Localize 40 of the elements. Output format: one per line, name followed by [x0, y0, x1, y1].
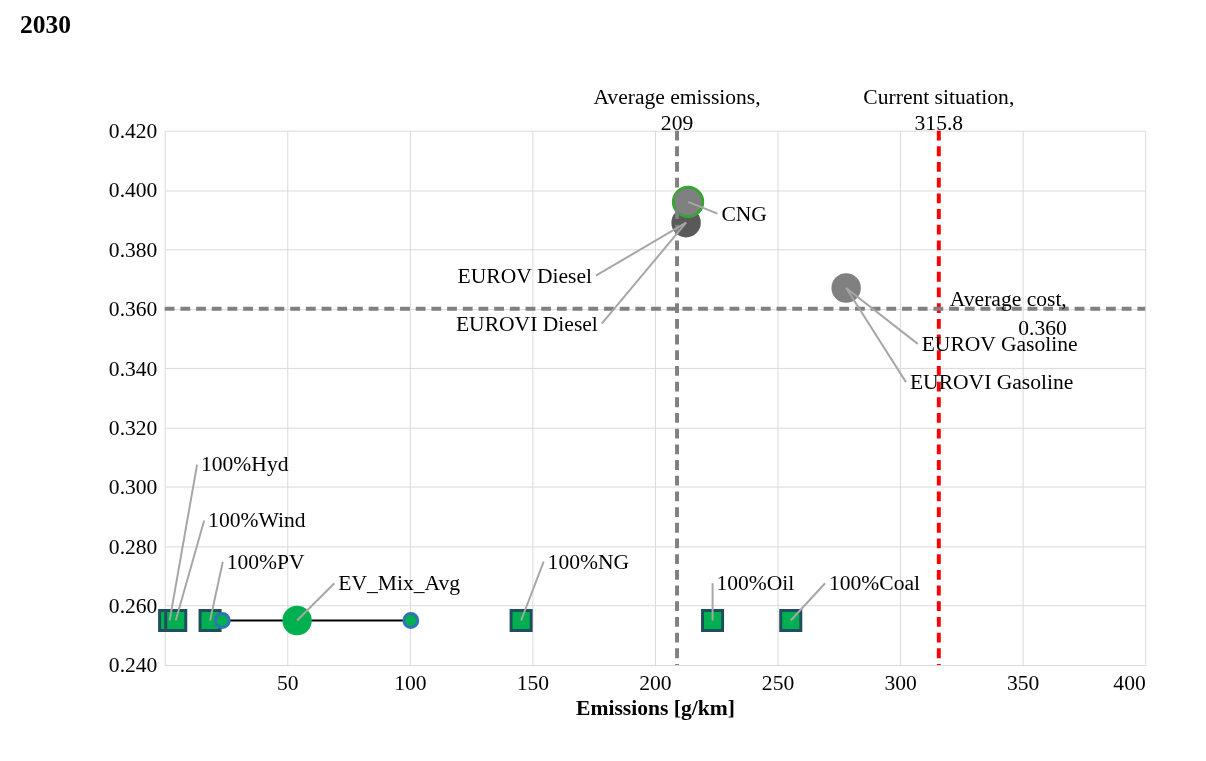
point [701, 608, 725, 633]
ref-line-label: Average emissions, 209 [593, 85, 761, 135]
chart-title: 2030 [20, 9, 72, 39]
y-tick-label: 0.280 [108, 534, 158, 559]
annotation: 100%PV [226, 549, 306, 574]
y-tick-label: 0.320 [108, 415, 158, 440]
x-tick-label: 150 [516, 671, 550, 696]
annotation: EUROVI Diesel [455, 311, 598, 336]
y-tick-label: 0.380 [108, 237, 158, 262]
x-tick-label: 250 [761, 671, 795, 696]
point [213, 612, 231, 629]
y-tick-label: 0.400 [108, 178, 158, 203]
point [509, 608, 533, 633]
annotation: 100%Coal [829, 571, 921, 596]
point [402, 612, 420, 629]
y-tick-label: 0.360 [108, 297, 158, 322]
annotation: 100%NG [547, 549, 630, 574]
annotation: 100%Hyd [201, 452, 289, 477]
ref-line-label: Current situation, 315.8 [863, 85, 1015, 135]
x-tick-label: 50 [276, 671, 299, 696]
x-tick-label: 200 [639, 671, 672, 696]
x-axis-title: Emissions [g/km] [576, 695, 735, 720]
x-tick-label: 300 [884, 671, 917, 696]
y-tick-label: 0.340 [108, 356, 158, 381]
y-tick-label: 0.300 [108, 475, 158, 500]
point [282, 605, 312, 636]
x-tick-label: 100 [394, 671, 427, 696]
annotation: EUROV Diesel [457, 263, 592, 288]
x-tick-label: 400 [1113, 671, 1146, 696]
annotation: EUROVI Gasoline [909, 369, 1074, 394]
y-tick-label: 0.420 [108, 119, 158, 144]
y-tick-label: 0.260 [108, 594, 158, 619]
point [779, 608, 803, 633]
point [831, 273, 861, 303]
x-tick-label: 350 [1006, 671, 1040, 696]
annotation: 100%Wind [208, 508, 306, 533]
annotation: EV_Mix_Avg [338, 571, 461, 596]
annotation: 100%Oil [716, 571, 795, 596]
y-tick-label: 0.240 [108, 653, 158, 678]
annotation: CNG [721, 201, 767, 226]
